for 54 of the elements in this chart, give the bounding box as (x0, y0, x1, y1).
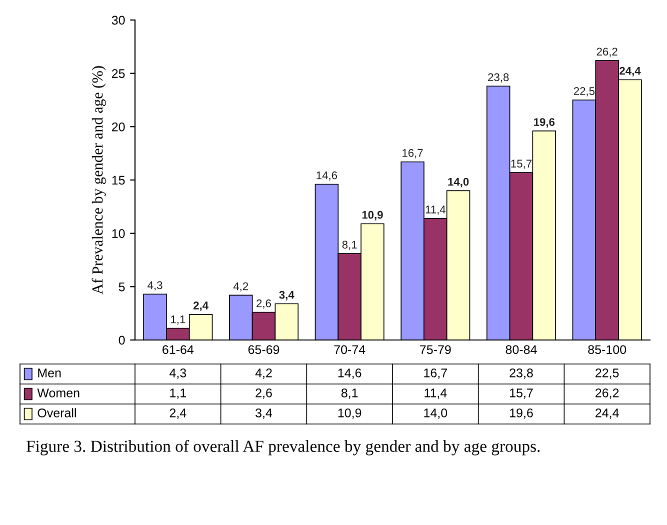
text: 19,6 (534, 118, 555, 128)
y-tick-label: 20 (112, 122, 125, 132)
data-label: 4,3 (170, 368, 186, 379)
x-tick-label: 85-100 (588, 345, 626, 354)
text: 14,6 (316, 171, 338, 181)
data-label: 4,2 (255, 368, 272, 379)
data-label: 15,7 (510, 388, 533, 399)
y-tick-label: 25 (112, 69, 125, 78)
text: 8,1 (342, 240, 357, 250)
data-label: 19,6 (510, 408, 533, 419)
legend-label: Men (38, 368, 61, 378)
caption: Figure 3. Distribution of overall AF prevalence by gender and by age groups. (26, 440, 540, 456)
text: 11,4 (426, 206, 446, 215)
text: 4,3 (148, 281, 162, 290)
data-label: 16,7 (424, 368, 447, 379)
y-tick-label: 30 (112, 16, 125, 25)
data-label: 2,6 (256, 388, 272, 399)
y-tick-label: 5 (118, 282, 125, 292)
data-label: 26,2 (596, 388, 619, 399)
data-label: 8,1 (341, 388, 358, 399)
legend-label: Women (37, 388, 80, 398)
text: 26,2 (596, 48, 618, 57)
text: 23,8 (488, 73, 509, 82)
text: 10,9 (362, 210, 383, 220)
data-label: 22,5 (596, 368, 619, 379)
y-axis-title: Af Prevalence by gender and age (%) (92, 66, 106, 294)
x-tick-label: 80-84 (506, 345, 537, 354)
text: 16,7 (402, 149, 423, 158)
data-label: 1,1 (170, 388, 186, 399)
data-label: 24,4 (596, 408, 619, 419)
data-label: 10,9 (338, 408, 362, 419)
text: 14,0 (448, 178, 469, 188)
x-tick-label: 65-69 (248, 345, 280, 354)
data-label: 14,0 (424, 408, 448, 419)
text: 4,2 (233, 282, 248, 292)
legend-label: Overall (38, 408, 76, 418)
text: 3,4 (279, 290, 294, 300)
data-label: 11,4 (424, 388, 447, 399)
text: 1,1 (171, 316, 186, 325)
data-label: 23,8 (510, 368, 533, 379)
x-tick-label: 70-74 (334, 345, 366, 354)
y-tick-label: 10 (112, 229, 125, 238)
y-tick-label: 0 (118, 336, 125, 345)
data-label: 14,6 (338, 368, 362, 379)
text: 2,6 (256, 299, 271, 309)
data-label: 2,4 (170, 408, 186, 419)
data-label: 3,4 (256, 408, 272, 419)
text: 15,7 (511, 160, 532, 169)
x-tick-label: 61-64 (162, 345, 194, 354)
text: 2,4 (193, 302, 208, 312)
text: 22,5 (574, 87, 595, 96)
text: 24,4 (620, 66, 641, 76)
x-tick-label: 75-79 (420, 345, 451, 354)
y-tick-label: 15 (112, 176, 125, 185)
